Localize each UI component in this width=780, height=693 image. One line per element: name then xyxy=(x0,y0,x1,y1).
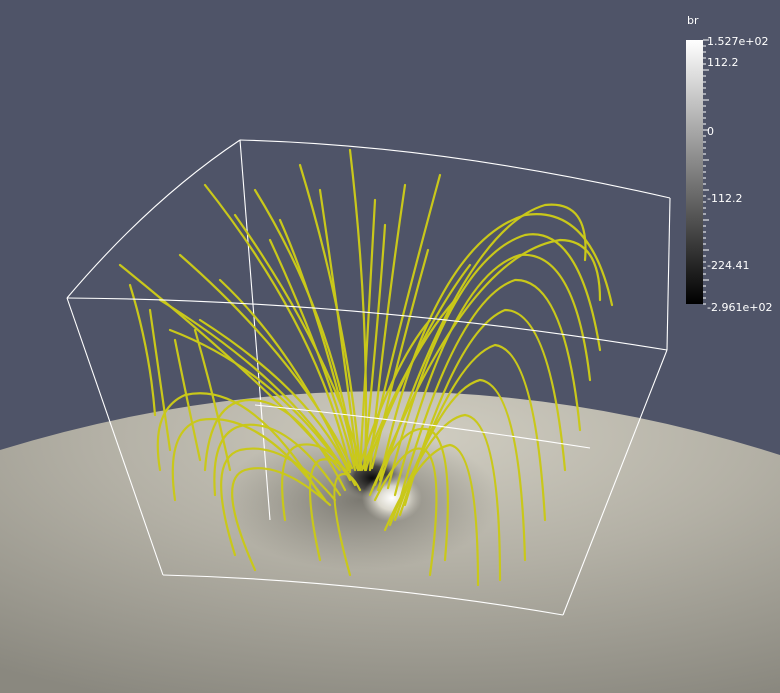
field-line xyxy=(403,308,567,507)
field-line xyxy=(168,328,347,474)
domain-box-front xyxy=(66,197,671,616)
field-line xyxy=(178,253,354,470)
field-line xyxy=(213,423,342,497)
field-line xyxy=(231,467,332,572)
domain-box-back xyxy=(66,139,671,521)
field-line xyxy=(156,392,322,497)
box-edge xyxy=(239,139,271,521)
field-line xyxy=(378,213,614,482)
magnetic-field-lines xyxy=(118,148,614,587)
field-line xyxy=(364,173,442,472)
box-edge xyxy=(162,574,564,616)
field-line xyxy=(348,148,368,472)
box-edge xyxy=(666,197,671,351)
field-line xyxy=(362,223,387,470)
field-line xyxy=(171,417,327,502)
field-line xyxy=(198,318,350,472)
box-edge xyxy=(562,349,668,616)
field-line xyxy=(268,238,357,472)
box-edge xyxy=(66,297,164,576)
field-line xyxy=(398,278,582,502)
field-line xyxy=(148,308,172,452)
field-line xyxy=(360,298,457,472)
field-line xyxy=(386,233,602,490)
box-edge xyxy=(66,139,241,299)
field-line xyxy=(308,458,357,562)
field-line xyxy=(373,447,438,577)
field-line xyxy=(358,198,377,472)
field-line xyxy=(373,238,602,487)
field-line xyxy=(193,328,232,472)
box-edge xyxy=(66,297,668,351)
field-line xyxy=(278,218,359,470)
box-edge xyxy=(239,139,671,199)
field-line xyxy=(158,298,347,474)
box-edge xyxy=(254,404,591,449)
field-line xyxy=(383,443,480,587)
active-region-halo xyxy=(220,430,500,570)
field-line xyxy=(393,253,592,497)
field-line xyxy=(368,427,449,562)
field-line xyxy=(203,183,352,472)
field-line xyxy=(370,248,430,470)
field-line xyxy=(333,472,362,577)
field-line xyxy=(388,413,502,582)
field-line xyxy=(376,203,587,492)
field-line xyxy=(218,278,352,474)
field-line xyxy=(318,188,360,472)
